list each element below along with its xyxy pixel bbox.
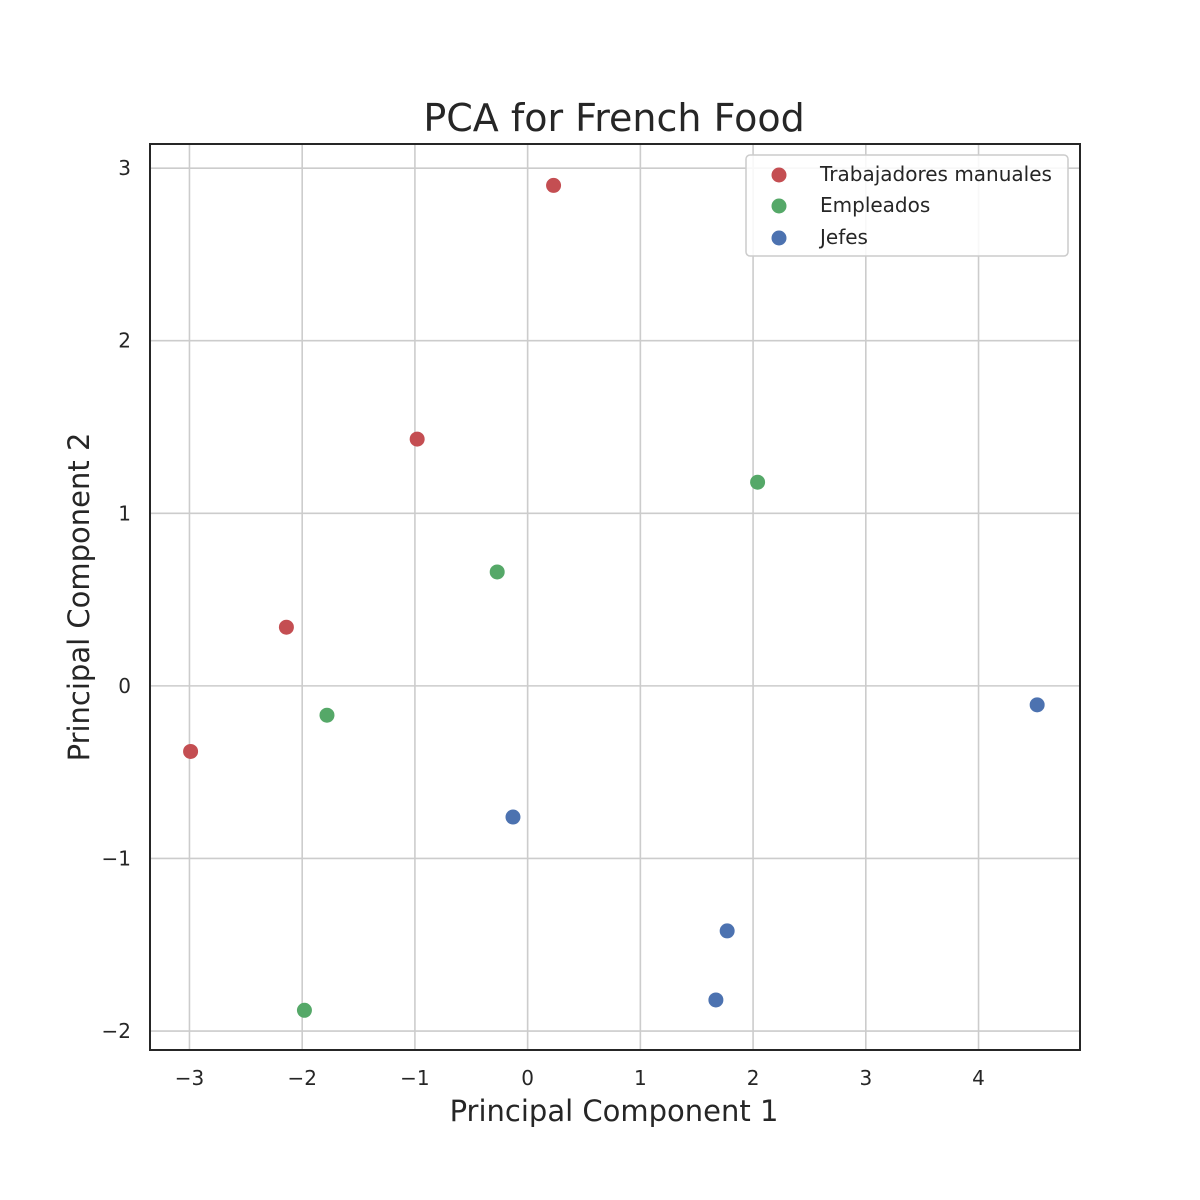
- y-tick-label: 0: [118, 674, 131, 698]
- data-points: [183, 177, 1045, 1018]
- x-tick-label: −2: [287, 1066, 316, 1090]
- y-tick-label: 1: [118, 501, 131, 525]
- data-point-series-2: [1029, 697, 1045, 713]
- x-tick-label: 4: [972, 1066, 985, 1090]
- x-tick-label: −3: [175, 1066, 204, 1090]
- x-tick-label: 2: [747, 1066, 760, 1090]
- tick-labels: −3 −2 −1 0 1 2 3 4 −2 −1 0 1 2 3: [102, 156, 985, 1090]
- x-tick-label: 0: [521, 1066, 534, 1090]
- x-tick-label: 1: [634, 1066, 647, 1090]
- legend-label-jefes: Jefes: [818, 225, 868, 249]
- x-tick-label: 3: [859, 1066, 872, 1090]
- data-point-series-0: [546, 177, 562, 193]
- legend-marker-empleados: [771, 198, 787, 214]
- legend-label-trabajadores: Trabajadores manuales: [819, 162, 1052, 186]
- data-point-series-1: [750, 474, 766, 490]
- data-point-series-0: [278, 619, 294, 635]
- data-point-series-1: [296, 1002, 312, 1018]
- y-tick-label: 3: [118, 156, 131, 180]
- plot-area: [150, 144, 1080, 1050]
- x-axis-label: Principal Component 1: [450, 1094, 779, 1128]
- legend-marker-jefes: [771, 230, 787, 246]
- legend-marker-trabajadores: [771, 167, 787, 183]
- chart-title: PCA for French Food: [423, 96, 804, 140]
- y-axis-label: Principal Component 2: [62, 433, 96, 762]
- grid: [150, 144, 1080, 1050]
- x-tick-label: −1: [400, 1066, 429, 1090]
- data-point-series-1: [319, 707, 335, 723]
- plot-frame: [149, 143, 1081, 1051]
- data-point-series-1: [489, 564, 505, 580]
- legend-label-empleados: Empleados: [820, 193, 930, 217]
- data-point-series-2: [708, 992, 724, 1008]
- data-point-series-2: [505, 809, 521, 825]
- y-tick-label: 2: [118, 329, 131, 353]
- data-point-series-0: [183, 743, 199, 759]
- legend-box: [745, 154, 1069, 257]
- y-tick-label: −1: [102, 846, 131, 870]
- y-tick-label: −2: [102, 1019, 131, 1043]
- data-point-series-2: [719, 923, 735, 939]
- data-point-series-0: [409, 431, 425, 447]
- legend: Trabajadores manuales Empleados Jefes: [745, 154, 1069, 257]
